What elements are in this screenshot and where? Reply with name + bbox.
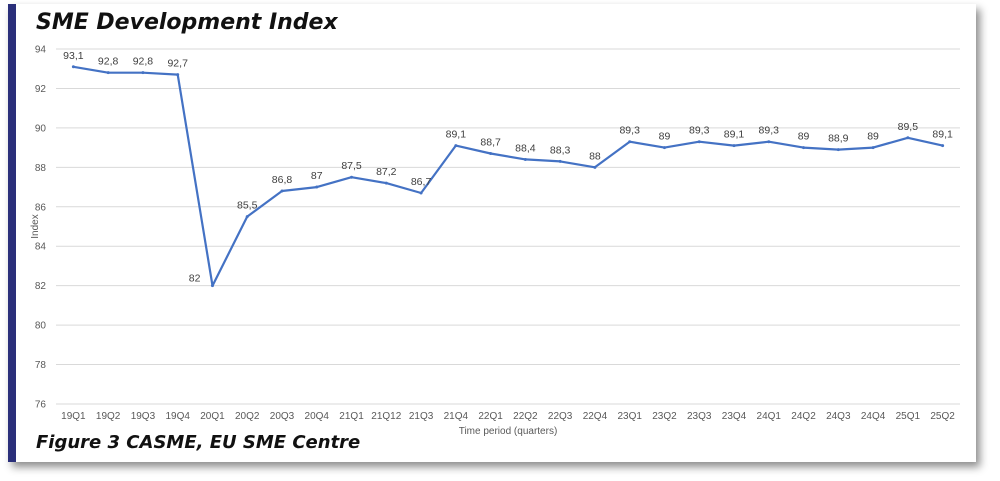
data-point bbox=[802, 146, 806, 150]
data-label: 89 bbox=[798, 131, 810, 143]
x-tick-label: 20Q4 bbox=[305, 411, 330, 422]
data-point bbox=[558, 159, 562, 163]
data-point bbox=[489, 152, 493, 156]
x-tick-label: 24Q2 bbox=[791, 411, 816, 422]
data-point bbox=[315, 185, 319, 189]
data-point bbox=[419, 191, 423, 195]
x-tick-label: 19Q1 bbox=[61, 411, 86, 422]
data-label: 88 bbox=[589, 150, 601, 162]
y-tick-label: 76 bbox=[35, 400, 47, 411]
series-line bbox=[73, 65, 943, 287]
data-point bbox=[523, 157, 527, 161]
chart-title: SME Development Index bbox=[36, 10, 338, 35]
x-tick-label: 24Q4 bbox=[861, 411, 886, 422]
data-point bbox=[593, 165, 597, 169]
data-point bbox=[71, 65, 75, 69]
data-label: 89,1 bbox=[446, 129, 467, 141]
y-tick-label: 90 bbox=[35, 123, 47, 134]
data-label: 88,4 bbox=[515, 142, 536, 154]
x-tick-label: 23Q1 bbox=[617, 411, 642, 422]
x-tick-label: 24Q3 bbox=[826, 411, 851, 422]
x-tick-label: 21Q12 bbox=[371, 411, 401, 422]
data-point bbox=[176, 73, 180, 77]
data-label: 88,7 bbox=[480, 137, 501, 149]
data-point bbox=[245, 215, 249, 219]
data-label: 89 bbox=[659, 131, 671, 143]
x-tick-label: 24Q1 bbox=[757, 411, 782, 422]
x-tick-label: 21Q1 bbox=[339, 411, 364, 422]
x-tick-label: 25Q2 bbox=[930, 411, 955, 422]
y-tick-label: 84 bbox=[35, 242, 47, 253]
chart-card: SME Development Index 76 78 80 82 84 86 88 90 92… bbox=[8, 4, 976, 462]
data-label: 89,1 bbox=[932, 129, 953, 141]
figure-caption: Figure 3 CASME, EU SME Centre bbox=[36, 432, 361, 453]
data-point bbox=[210, 284, 214, 288]
data-point bbox=[384, 181, 388, 185]
line-chart: 76 78 80 82 84 86 88 90 92 94 19Q1 19Q2 19Q3 19Q4 20Q1… bbox=[30, 45, 960, 437]
data-label: 89,5 bbox=[898, 121, 919, 133]
data-label: 85,5 bbox=[237, 200, 258, 212]
x-tick-label: 20Q2 bbox=[235, 411, 260, 422]
data-label: 86,7 bbox=[411, 176, 432, 188]
data-label: 82 bbox=[189, 273, 201, 285]
data-point bbox=[628, 140, 632, 144]
data-point bbox=[350, 175, 354, 179]
data-point bbox=[454, 144, 458, 148]
x-tick-label: 20Q1 bbox=[200, 411, 225, 422]
data-label: 93,1 bbox=[63, 50, 84, 62]
data-point bbox=[941, 144, 945, 148]
x-tick-label: 22Q4 bbox=[583, 411, 608, 422]
data-label: 92,7 bbox=[167, 58, 188, 70]
data-point bbox=[141, 71, 145, 75]
y-tick-label: 82 bbox=[35, 281, 47, 292]
data-label: 89,3 bbox=[759, 125, 780, 137]
y-tick-label: 88 bbox=[35, 163, 47, 174]
data-label: 87,5 bbox=[341, 160, 362, 172]
x-tick-label: 20Q3 bbox=[270, 411, 295, 422]
x-tick-label: 22Q3 bbox=[548, 411, 573, 422]
data-label: 87,2 bbox=[376, 166, 397, 178]
data-label: 88,3 bbox=[550, 144, 571, 156]
x-tick-label: 23Q4 bbox=[722, 411, 747, 422]
data-label: 87 bbox=[311, 170, 323, 182]
y-tick-label: 92 bbox=[35, 84, 47, 95]
data-label: 92,8 bbox=[98, 56, 119, 68]
data-point bbox=[106, 71, 110, 75]
data-label: 88,9 bbox=[828, 133, 849, 145]
x-tick-label: 25Q1 bbox=[896, 411, 921, 422]
x-tick-label: 21Q3 bbox=[409, 411, 434, 422]
x-tick-label: 19Q3 bbox=[131, 411, 156, 422]
data-label: 89 bbox=[867, 131, 879, 143]
data-point bbox=[871, 146, 875, 150]
data-point bbox=[697, 140, 701, 144]
y-axis-label: Index bbox=[30, 214, 41, 238]
x-tick-label: 23Q3 bbox=[687, 411, 712, 422]
y-tick-label: 86 bbox=[35, 202, 47, 213]
y-tick-label: 94 bbox=[35, 45, 47, 56]
data-point bbox=[906, 136, 910, 140]
x-tick-label: 19Q4 bbox=[165, 411, 190, 422]
data-point bbox=[836, 148, 840, 152]
data-label: 89,1 bbox=[724, 129, 745, 141]
data-point bbox=[280, 189, 284, 193]
x-tick-label: 22Q2 bbox=[513, 411, 538, 422]
data-point bbox=[662, 146, 666, 150]
data-label: 86,8 bbox=[272, 174, 293, 186]
x-axis-label: Time period (quarters) bbox=[459, 426, 558, 437]
y-tick-label: 80 bbox=[35, 321, 47, 332]
x-tick-label: 21Q4 bbox=[444, 411, 469, 422]
x-tick-label: 19Q2 bbox=[96, 411, 121, 422]
data-label: 89,3 bbox=[689, 125, 710, 137]
data-label: 92,8 bbox=[133, 56, 154, 68]
x-tick-label: 22Q1 bbox=[478, 411, 503, 422]
data-label: 89,3 bbox=[619, 125, 640, 137]
data-point bbox=[767, 140, 771, 144]
x-tick-label: 23Q2 bbox=[652, 411, 677, 422]
data-point bbox=[732, 144, 736, 148]
accent-bar bbox=[8, 4, 16, 462]
y-tick-label: 78 bbox=[35, 360, 47, 371]
